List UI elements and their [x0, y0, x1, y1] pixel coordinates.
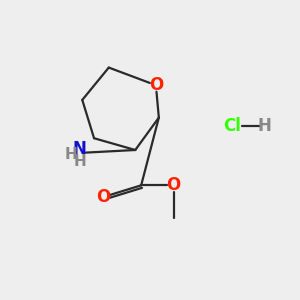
- Text: O: O: [96, 188, 110, 206]
- Text: Cl: Cl: [224, 117, 242, 135]
- Text: N: N: [72, 140, 86, 158]
- Text: H: H: [65, 147, 77, 162]
- Text: O: O: [167, 176, 181, 194]
- Text: H: H: [74, 154, 86, 169]
- Text: H: H: [258, 117, 272, 135]
- Text: O: O: [149, 76, 163, 94]
